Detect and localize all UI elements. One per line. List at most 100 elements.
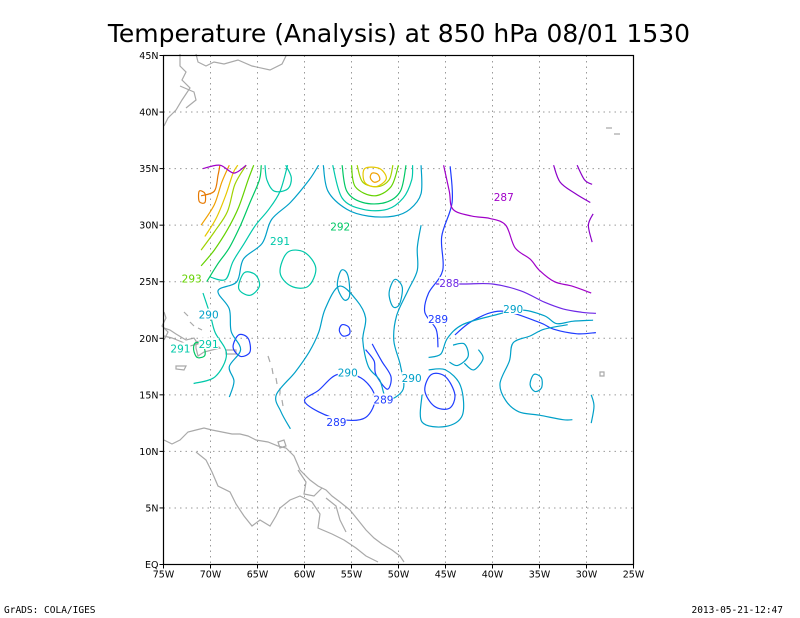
y-tick-label: 15N <box>139 390 158 401</box>
contour-label-bg-0 <box>493 191 514 203</box>
y-tick-label: 10N <box>139 447 158 458</box>
contour-label-bg-7 <box>198 308 219 320</box>
y-tick-label: 25N <box>139 277 158 288</box>
contour-290-16 <box>529 373 543 393</box>
contour-label: 290 <box>199 310 219 322</box>
x-tick-label: 25W <box>623 570 645 581</box>
contour-287-39 <box>443 165 592 294</box>
contour-label-bg-4 <box>270 235 291 247</box>
contour-290-17 <box>336 269 351 301</box>
contour-label-bg-2 <box>503 303 524 314</box>
coastline-south-america <box>163 427 405 563</box>
contour-290-12 <box>419 368 465 428</box>
contour-label: 291 <box>199 339 219 351</box>
contour-296-34 <box>200 164 230 226</box>
contour-label: 291 <box>170 344 190 356</box>
coastline-north-america <box>163 53 287 127</box>
axis-layer: 75W 70W 65W 60W 55W 50W 45W 40W 35W 30W 25W EQ 5N 10N… <box>139 51 645 581</box>
contour-290-13 <box>463 349 484 371</box>
contour-291-24 <box>332 165 414 212</box>
contour-290-7 <box>217 164 320 398</box>
contour-layer <box>192 164 596 430</box>
contour-289-3 <box>338 323 351 337</box>
chart-title: Temperature (Analysis) at 850 hPa 08/01 … <box>107 19 690 48</box>
contour-290-15 <box>590 394 595 424</box>
coastline-trinidad <box>277 439 287 449</box>
contour-label-bg-11 <box>373 393 394 405</box>
coastline-layer <box>161 53 620 563</box>
coastline-cape-verde <box>599 371 605 377</box>
contour-293-28 <box>200 164 255 267</box>
x-tick-label: 70W <box>200 570 222 581</box>
contour-290-11 <box>449 342 469 367</box>
contour-label-bg-12 <box>326 416 347 428</box>
y-tick-label: 40N <box>139 108 158 119</box>
contour-295-33 <box>362 166 387 188</box>
contour-291-20 <box>210 165 289 281</box>
x-tick-label: 75W <box>153 570 175 581</box>
contour-291-21 <box>264 164 292 193</box>
coastline-jamaica <box>175 365 187 371</box>
contour-label: 292 <box>330 221 350 233</box>
contour-289-2 <box>232 333 252 358</box>
contour-290-8 <box>322 165 423 218</box>
contour-290-9 <box>275 225 422 430</box>
contour-label-bg-13 <box>170 342 191 354</box>
contour-label-layer: 287 288 290 289 291 292 293 290 291 290 290 289 289 2… <box>170 191 523 429</box>
coastline-florida-gulf <box>161 311 169 341</box>
y-tick-label: 45N <box>139 51 158 62</box>
x-tick-label: 35W <box>529 570 551 581</box>
footer-credit: GrADS: COLA/IGES <box>4 605 96 616</box>
x-tick-label: 55W <box>341 570 363 581</box>
contour-286-40 <box>553 164 591 204</box>
contour-label-bg-1 <box>439 276 460 288</box>
coastline-azores <box>606 127 620 135</box>
y-tick-label: 35N <box>139 164 158 175</box>
contour-label-bg-10 <box>401 371 422 383</box>
contour-label: 293 <box>182 273 202 285</box>
x-tick-label: 30W <box>576 570 598 581</box>
contour-297-37 <box>197 190 207 204</box>
contour-label: 287 <box>494 192 514 204</box>
x-tick-label: 40W <box>482 570 504 581</box>
coastline-venezuela-interior <box>195 451 379 563</box>
coastline-bahamas <box>183 311 203 331</box>
contour-293-29 <box>350 164 400 197</box>
contour-label: 290 <box>402 373 422 385</box>
x-tick-label: 50W <box>388 570 410 581</box>
contour-label-bg-8 <box>198 338 219 350</box>
contour-label: 290 <box>503 304 523 316</box>
x-tick-label: 60W <box>294 570 316 581</box>
contour-291-23 <box>279 249 317 289</box>
contour-289-0 <box>303 373 376 422</box>
contour-label: 289 <box>373 394 393 406</box>
y-tick-label: EQ <box>145 560 158 571</box>
contour-label-bg-3 <box>427 313 448 325</box>
contour-297-36 <box>200 165 221 197</box>
contour-292-25 <box>206 165 262 283</box>
contour-label: 291 <box>270 236 290 248</box>
contour-296-35 <box>369 172 381 183</box>
contour-288-38 <box>436 282 596 314</box>
contour-295-32 <box>204 164 239 237</box>
contour-label-bg-9 <box>337 366 358 378</box>
contour-292-26 <box>341 165 407 205</box>
contour-290-18 <box>388 278 404 309</box>
contour-287-43 <box>202 164 247 174</box>
contour-label: 288 <box>439 278 459 290</box>
contour-290-14 <box>499 324 573 421</box>
coastline-guyana-border <box>297 469 347 533</box>
contour-294-30 <box>200 164 247 251</box>
contour-label: 289 <box>326 417 346 429</box>
contour-289-6 <box>454 310 596 336</box>
contour-286-42 <box>587 213 594 243</box>
contour-label-bg-6 <box>181 272 202 284</box>
footer-timestamp: 2013-05-21-12:47 <box>691 605 783 616</box>
contour-label-bg-5 <box>330 220 351 232</box>
y-tick-label: 20N <box>139 334 158 345</box>
contour-label: 289 <box>428 314 448 326</box>
coastline-lesser-antilles <box>267 355 284 407</box>
contour-label: 290 <box>338 367 358 379</box>
